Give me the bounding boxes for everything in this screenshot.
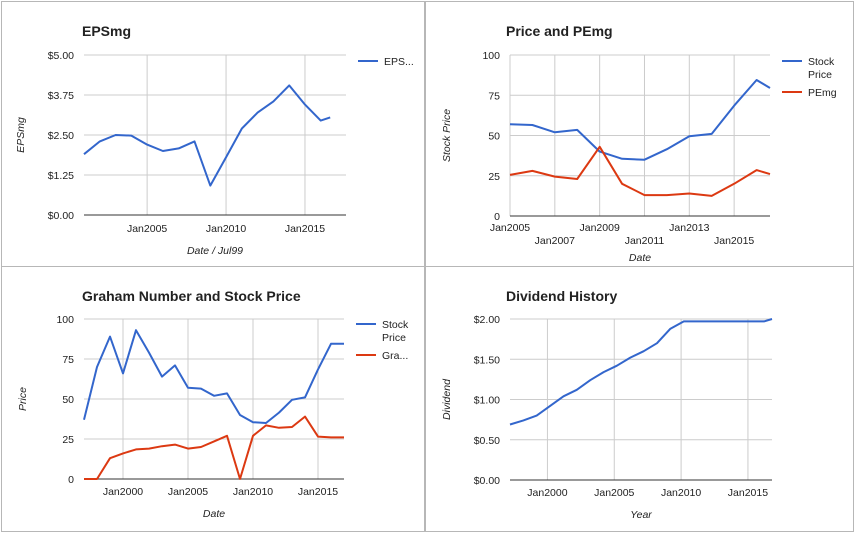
x-tick-label: Jan2015 bbox=[728, 487, 768, 499]
series-line-series bbox=[509, 318, 773, 426]
chart-title: EPSmg bbox=[82, 23, 131, 39]
y-tick-label: 25 bbox=[488, 171, 500, 183]
y-tick-label: $1.25 bbox=[48, 170, 74, 182]
x-axis-title: Date / Jul99 bbox=[187, 245, 243, 257]
x-tick-label: Jan2007 bbox=[535, 235, 575, 247]
legend-label: EPS... bbox=[384, 56, 414, 68]
graham-chart-panel: Graham Number and Stock Price 0 25 50 75 100 J… bbox=[1, 266, 425, 532]
y-tick-label: $2.50 bbox=[48, 130, 74, 142]
y-tick-label: 100 bbox=[482, 50, 500, 62]
y-tick-label: 25 bbox=[62, 434, 74, 446]
x-tick-label: Jan2000 bbox=[103, 486, 143, 498]
price_pe-svg: Price and PEmg 0 25 50 75 100 Jan2005 Jan2007 Ja… bbox=[441, 23, 837, 264]
eps-svg: EPSmg $0.00 $1.25 $2.50 $3.75 $5.00 Jan2005 Jan… bbox=[15, 23, 414, 257]
x-axis-title: Date bbox=[629, 252, 651, 264]
x-tick-label: Jan2005 bbox=[127, 223, 167, 235]
legend-label-line: Price bbox=[382, 332, 406, 344]
y-tick-label: $1.50 bbox=[474, 354, 500, 366]
y-tick-label: 0 bbox=[68, 474, 74, 486]
x-tick-label: Jan2013 bbox=[669, 222, 709, 234]
x-tick-label: Jan2010 bbox=[233, 486, 273, 498]
eps-chart-panel: EPSmg $0.00 $1.25 $2.50 $3.75 $5.00 Jan2005 Jan… bbox=[1, 1, 425, 267]
chart-title: Price and PEmg bbox=[506, 23, 613, 39]
x-tick-label: Jan2010 bbox=[661, 487, 701, 499]
x-tick-label: Jan2015 bbox=[285, 223, 325, 235]
legend-label-line: Stock bbox=[382, 319, 409, 331]
x-tick-label: Jan2000 bbox=[527, 487, 567, 499]
x-tick-label: Jan2011 bbox=[625, 235, 665, 247]
y-axis-title: EPSmg bbox=[15, 117, 27, 153]
chart-title: Dividend History bbox=[506, 288, 617, 304]
dividend-svg: Dividend History $0.00 $0.50 $1.00 $1.50 $2.0… bbox=[441, 288, 773, 521]
series-line-pemg bbox=[509, 145, 771, 197]
y-tick-label: $0.00 bbox=[48, 210, 74, 222]
y-tick-label: $0.00 bbox=[474, 475, 500, 487]
series-line-stock-price bbox=[83, 329, 344, 424]
legend-label: Gra... bbox=[382, 350, 408, 362]
x-axis-title: Year bbox=[630, 509, 652, 521]
x-tick-label: Jan2015 bbox=[714, 235, 754, 247]
y-tick-label: $2.00 bbox=[474, 314, 500, 326]
y-axis-title: Dividend bbox=[441, 378, 453, 420]
series-line-stock-price bbox=[509, 79, 771, 161]
legend-label-line: Stock bbox=[808, 56, 835, 68]
legend-label: PEmg bbox=[808, 87, 837, 99]
x-tick-label: Jan2005 bbox=[490, 222, 530, 234]
y-tick-label: 75 bbox=[488, 90, 500, 102]
x-tick-label: Jan2015 bbox=[298, 486, 338, 498]
legend-label: Stock Price bbox=[382, 319, 409, 344]
series-line-gra bbox=[84, 415, 344, 480]
y-tick-label: $1.00 bbox=[474, 395, 500, 407]
price-pe-chart-panel: Price and PEmg 0 25 50 75 100 Jan2005 Jan2007 Ja… bbox=[425, 1, 854, 267]
dividend-chart-panel: Dividend History $0.00 $0.50 $1.00 $1.50 $2.0… bbox=[425, 266, 854, 532]
y-tick-label: 0 bbox=[494, 211, 500, 223]
y-tick-label: 75 bbox=[62, 354, 74, 366]
y-tick-label: 50 bbox=[488, 131, 500, 143]
x-tick-label: Jan2009 bbox=[580, 222, 620, 234]
y-axis-title: Stock Price bbox=[441, 109, 453, 162]
y-tick-label: $0.50 bbox=[474, 435, 500, 447]
y-axis-title: Price bbox=[17, 387, 29, 411]
x-tick-label: Jan2005 bbox=[594, 487, 634, 499]
y-tick-label: 50 bbox=[62, 394, 74, 406]
legend-label-line: Price bbox=[808, 69, 832, 81]
y-tick-label: 100 bbox=[56, 314, 74, 326]
x-tick-label: Jan2010 bbox=[206, 223, 246, 235]
x-tick-label: Jan2005 bbox=[168, 486, 208, 498]
x-axis-title: Date bbox=[203, 508, 225, 520]
legend-label: Stock Price bbox=[808, 56, 835, 81]
chart-title: Graham Number and Stock Price bbox=[82, 288, 301, 304]
y-tick-label: $5.00 bbox=[48, 50, 74, 62]
series-line-eps bbox=[83, 84, 331, 187]
graham-svg: Graham Number and Stock Price 0 25 50 75 100 J… bbox=[17, 288, 409, 520]
y-tick-label: $3.75 bbox=[48, 90, 74, 102]
